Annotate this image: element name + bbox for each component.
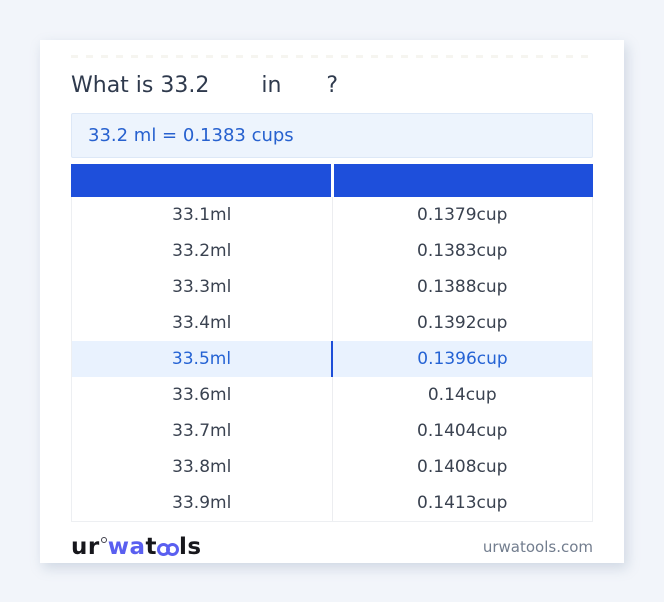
title-in-word: in — [261, 73, 282, 98]
table-row[interactable]: 33.3ml 0.1388cup — [72, 269, 592, 305]
logo-degree-ring-icon — [100, 537, 107, 543]
table-header-ml — [71, 164, 334, 197]
cell-ml-value[interactable]: 33.6ml — [72, 377, 333, 413]
logo-o-ring-icon — [166, 542, 179, 556]
table-row[interactable]: 33.9ml 0.1413cup — [72, 485, 592, 521]
cell-cup-value[interactable]: 0.1379cup — [417, 205, 508, 225]
card-footer: ur wa t ls urwatools.com — [71, 530, 593, 564]
conversion-result-text: 33.2 ml = 0.1383 cups — [88, 125, 294, 146]
cell-cup-value[interactable]: 0.1383cup — [417, 241, 508, 261]
logo-text-ls: ls — [179, 534, 202, 560]
table-row[interactable]: 33.7ml 0.1404cup — [72, 413, 592, 449]
cell-cup-value[interactable]: 0.1388cup — [417, 277, 508, 297]
cell-cup-value[interactable]: 0.1392cup — [417, 313, 508, 333]
logo-text-t: t — [145, 534, 157, 560]
cell-ml-value[interactable]: 33.7ml — [72, 413, 333, 449]
urwatools-logo[interactable]: ur wa t ls — [71, 532, 202, 562]
cell-ml-value[interactable]: 33.4ml — [72, 305, 333, 341]
title-question-mark: ? — [326, 73, 339, 98]
cell-cup-value[interactable]: 0.1408cup — [417, 457, 508, 477]
cell-ml-value[interactable]: 33.3ml — [72, 269, 333, 305]
conversion-table: 33.1ml 0.1379cup 33.2ml 0.1383cup 33.3ml 0.13… — [71, 164, 593, 522]
table-body: 33.1ml 0.1379cup 33.2ml 0.1383cup 33.3ml 0.13… — [71, 197, 593, 522]
cell-cup-value[interactable]: 0.1396cup — [417, 349, 508, 369]
table-header-row — [71, 164, 593, 197]
table-row[interactable]: 33.5ml 0.1396cup — [72, 341, 592, 377]
unit-to-placeholder — [281, 91, 326, 92]
cell-cup-value[interactable]: 0.1413cup — [417, 493, 508, 513]
cell-ml-value[interactable]: 33.8ml — [72, 449, 333, 485]
converter-card: What is 33.2 in? 33.2 ml = 0.1383 cups 33… — [40, 40, 624, 563]
decorative-dashed-line — [71, 55, 593, 58]
cell-ml-value[interactable]: 33.2ml — [72, 233, 333, 269]
cell-cup-value[interactable]: 0.1404cup — [417, 421, 508, 441]
table-row[interactable]: 33.2ml 0.1383cup — [72, 233, 592, 269]
conversion-result-box: 33.2 ml = 0.1383 cups — [71, 113, 593, 158]
table-row[interactable]: 33.4ml 0.1392cup — [72, 305, 592, 341]
title-prefix: What is 33.2 — [71, 73, 210, 98]
unit-from-placeholder — [209, 91, 261, 92]
cell-cup-value[interactable]: 0.14cup — [427, 385, 497, 405]
logo-text-ur: ur — [71, 534, 100, 560]
cell-ml-value[interactable]: 33.9ml — [72, 485, 333, 521]
logo-text-wa: wa — [107, 534, 146, 560]
table-row[interactable]: 33.6ml 0.14cup — [72, 377, 592, 413]
cell-ml-value[interactable]: 33.5ml — [72, 341, 333, 377]
table-header-cup — [334, 164, 594, 197]
page-title: What is 33.2 in? — [71, 72, 593, 100]
table-row[interactable]: 33.8ml 0.1408cup — [72, 449, 592, 485]
table-row[interactable]: 33.1ml 0.1379cup — [72, 197, 592, 233]
website-domain-text: urwatools.com — [482, 538, 593, 556]
cell-ml-value[interactable]: 33.1ml — [72, 197, 333, 233]
